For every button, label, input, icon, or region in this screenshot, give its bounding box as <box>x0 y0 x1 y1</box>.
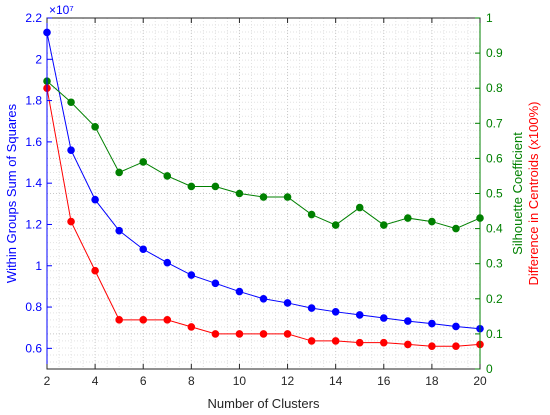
x-tick-label: 20 <box>473 374 487 388</box>
data-point <box>379 338 388 347</box>
x-tick-label: 4 <box>92 374 99 388</box>
right-tick-label: 0.2 <box>486 292 503 306</box>
data-point <box>404 340 412 349</box>
left-tick-label: 1.6 <box>25 135 42 149</box>
data-point <box>115 226 123 235</box>
x-tick-label: 2 <box>44 374 51 388</box>
right-tick-label: 0.7 <box>486 116 503 130</box>
data-point <box>428 342 436 350</box>
data-point <box>139 245 148 254</box>
data-point <box>211 279 220 288</box>
right-tick-label: 0.3 <box>486 257 503 271</box>
right-axis-title-line-centroids: Difference in Centroids (x100%) <box>526 101 541 285</box>
data-point <box>115 316 123 324</box>
data-point <box>235 189 244 198</box>
right-tick-label: 0.1 <box>486 327 503 341</box>
data-point <box>139 316 148 324</box>
data-point <box>428 319 436 328</box>
right-tick-label: 0.4 <box>486 222 503 236</box>
data-point <box>67 146 75 154</box>
right-axis-title-line-silhouette: Silhouette Coefficient <box>510 132 525 255</box>
data-point <box>331 308 340 316</box>
data-point <box>307 210 316 219</box>
data-point <box>452 224 460 233</box>
left-tick-label: 1 <box>35 259 42 273</box>
data-point <box>379 314 388 322</box>
data-point <box>235 330 244 338</box>
data-point <box>307 337 316 345</box>
data-point <box>187 182 196 191</box>
data-point <box>355 338 364 347</box>
left-tick-label: 0.6 <box>25 341 42 355</box>
left-axis: 0.6 0.8 1 1.2 1.4 1.6 1.8 2 2.2 <box>25 11 52 369</box>
data-point <box>404 317 412 325</box>
bottom-axis: 2 4 6 8 10 12 14 16 18 20 <box>44 18 487 388</box>
data-point <box>91 266 99 275</box>
right-tick-label: 0.8 <box>486 81 503 95</box>
left-tick-label: 0.8 <box>25 300 42 314</box>
right-tick-label: 0 <box>486 362 493 376</box>
data-point <box>187 271 196 279</box>
left-axis-exponent: ×10⁷ <box>49 3 74 17</box>
data-point <box>452 322 460 331</box>
x-tick-label: 12 <box>281 374 295 388</box>
right-tick-label: 0.6 <box>486 151 503 165</box>
data-point <box>163 172 172 180</box>
data-point <box>355 311 364 319</box>
data-point <box>139 158 148 166</box>
series-layer <box>43 28 484 350</box>
data-point <box>211 182 220 191</box>
data-point <box>355 203 364 212</box>
data-point <box>331 337 340 345</box>
data-point <box>404 214 412 222</box>
data-point <box>187 323 196 331</box>
data-point <box>428 217 436 226</box>
left-tick-label: 2.2 <box>25 11 42 25</box>
x-tick-label: 6 <box>140 374 147 388</box>
data-point <box>115 168 123 177</box>
x-tick-label: 10 <box>233 374 247 388</box>
right-tick-label: 0.9 <box>486 46 503 60</box>
right-tick-label: 0.5 <box>486 187 503 201</box>
data-point <box>307 304 316 312</box>
data-point <box>331 221 340 229</box>
x-tick-label: 14 <box>329 374 343 388</box>
x-tick-label: 16 <box>377 374 391 388</box>
data-point <box>91 195 99 204</box>
data-point <box>452 342 460 350</box>
data-point <box>379 221 388 229</box>
left-tick-label: 1.4 <box>25 176 42 190</box>
data-point <box>163 258 172 267</box>
data-point <box>259 295 268 303</box>
data-point <box>211 330 220 338</box>
series-line-1 <box>46 80 481 230</box>
data-point <box>91 123 99 131</box>
left-axis-title: Within Groups Sum of Squares <box>4 103 19 283</box>
data-point <box>67 98 75 107</box>
x-tick-label: 8 <box>188 374 195 388</box>
data-point <box>67 217 75 226</box>
data-point <box>283 299 292 307</box>
data-point <box>259 330 268 338</box>
data-point <box>283 330 292 338</box>
data-point <box>235 287 244 296</box>
left-tick-label: 1.2 <box>25 217 42 231</box>
data-point <box>163 316 172 324</box>
right-axis-title: Silhouette CoefficientDifference in Cent… <box>510 101 541 285</box>
left-tick-label: 2 <box>35 52 42 66</box>
x-tick-label: 18 <box>425 374 439 388</box>
data-point <box>283 193 292 201</box>
left-tick-label: 1.8 <box>25 94 42 108</box>
right-tick-label: 1 <box>486 11 493 25</box>
right-axis: 0 0.1 0.2 0.3 0.4 0.5 0.6 0.7 0.8 0.9 1 <box>475 11 503 376</box>
data-point <box>259 193 268 201</box>
x-axis-title: Number of Clusters <box>208 396 320 411</box>
